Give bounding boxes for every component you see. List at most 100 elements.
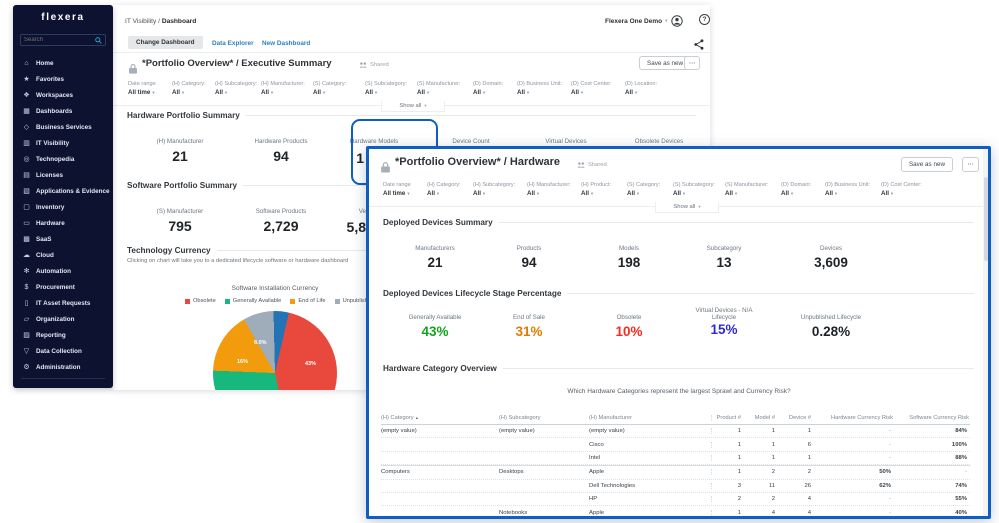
sidebar-item-automation[interactable]: ✻Automation — [13, 263, 113, 279]
overlay-filter-d-cost-center[interactable]: (D) Cost Center:All▾ — [881, 182, 922, 197]
chevron-down-icon: ▾ — [427, 91, 429, 96]
sidebar-item-label: IT Visibility — [36, 140, 69, 147]
col-product[interactable]: Product # — [711, 415, 749, 421]
sidebar-item-dashboards[interactable]: ▦Dashboards — [13, 103, 113, 119]
sidebar-item-home[interactable]: ⌂Home — [13, 55, 113, 71]
avatar[interactable] — [671, 14, 683, 32]
sidebar-item-label: Cloud — [36, 252, 54, 259]
chevron-down-icon: ▾ — [323, 91, 325, 96]
legend-end-of-life[interactable]: End of Life — [290, 298, 325, 304]
more-options-button[interactable]: ⋯ — [684, 56, 700, 70]
sidebar-item-workspaces[interactable]: ❖Workspaces — [13, 87, 113, 103]
col-device[interactable]: Device # — [783, 415, 819, 421]
sidebar-item-label: Technopedia — [36, 156, 74, 163]
change-dashboard-button[interactable]: Change Dashboard — [128, 36, 203, 49]
kpi-models: Models198 — [618, 245, 641, 270]
overlay-filter-h-subcategory[interactable]: (H) Subcategory:All▾ — [473, 182, 515, 197]
filter-h-category[interactable]: (H) Category:All▾ — [172, 81, 206, 96]
sidebar-item-saas[interactable]: ▩SaaS — [13, 231, 113, 247]
kpi-generally-available: Generally Available43% — [409, 314, 462, 339]
filter-s-category[interactable]: (S) Category:All▾ — [313, 81, 346, 96]
chart-title: Software Installation Currency — [173, 285, 377, 292]
breadcrumb-section[interactable]: IT Visibility — [125, 18, 156, 25]
sidebar-item-data-collection[interactable]: ▽Data Collection — [13, 343, 113, 359]
search-box[interactable] — [20, 34, 106, 46]
sidebar-item-it-visibility[interactable]: ▥IT Visibility — [13, 135, 113, 151]
filter-s-subcategory[interactable]: (S) Subcategory:All▾ — [365, 81, 407, 96]
overlay-filter-d-domain[interactable]: (D) Domain:All▾ — [781, 182, 811, 197]
filter-d-business-unit[interactable]: (D) Business Unit:All▾ — [517, 81, 562, 96]
sidebar-item-it-asset-requests[interactable]: ▯IT Asset Requests — [13, 295, 113, 311]
filter-h-manufacturer[interactable]: (H) Manufacturer:All▾ — [261, 81, 305, 96]
sidebar-item-administration[interactable]: ⚙Administration — [13, 359, 113, 375]
shared-people-icon — [577, 162, 585, 168]
sidebar-item-label: Workspaces — [36, 92, 73, 99]
filter-d-location[interactable]: (D) Location:All▾ — [625, 81, 657, 96]
filter-date-range[interactable]: Date rangeAll time▾ — [128, 81, 156, 96]
sidebar-item-favorites[interactable]: ★Favorites — [13, 71, 113, 87]
change-dashboard-label: Change Dashboard — [136, 39, 195, 46]
filter-h-subcategory[interactable]: (H) Subcategory:All▾ — [215, 81, 257, 96]
overlay-filter-s-manufacturer[interactable]: (S) Manufacturer:All▾ — [725, 182, 769, 197]
save-as-new-label: Save as new — [909, 161, 945, 168]
overlay-filter-h-product[interactable]: (H) Product:All▾ — [581, 182, 611, 197]
filter-d-cost-center[interactable]: (D) Cost Center:All▾ — [571, 81, 612, 96]
chevron-down-icon: ▾ — [791, 192, 793, 197]
data-explorer-link[interactable]: Data Explorer — [212, 40, 254, 47]
cloud-icon: ☁ — [22, 252, 31, 259]
filter-s-manufacturer[interactable]: (S) Manufacturer:All▾ — [417, 81, 461, 96]
overlay-filter-date-range[interactable]: Date rangeAll time▾ — [383, 182, 411, 197]
legend-obsolete[interactable]: Obsolete — [185, 298, 216, 304]
help-button[interactable]: ? — [699, 14, 710, 25]
sidebar-item-licenses[interactable]: ▤Licenses — [13, 167, 113, 183]
overlay-filter-d-business-unit[interactable]: (D) Business Unit:All▾ — [825, 182, 870, 197]
sidebar-item-organization[interactable]: ▱Organization — [13, 311, 113, 327]
new-dashboard-link[interactable]: New Dashboard — [262, 40, 310, 47]
software-installation-currency-pie[interactable]: 43% 16% 8.0% — [213, 311, 337, 390]
filter-d-domain[interactable]: (D) Domain:All▾ — [473, 81, 503, 96]
sidebar-item-inventory[interactable]: ▢Inventory — [13, 199, 113, 215]
table-row: ComputersDesktopsApple12250%- — [381, 465, 970, 479]
sidebar-item-procurement[interactable]: $Procurement — [13, 279, 113, 295]
table-row: Intel111-88% — [381, 452, 970, 465]
chevron-down-icon: ▾ — [152, 91, 154, 96]
chevron-down-icon: ▾ — [635, 91, 637, 96]
account-menu-label: Flexera One Demo — [605, 18, 662, 25]
sidebar-item-reporting[interactable]: ▨Reporting — [13, 327, 113, 343]
overlay-filter-h-category[interactable]: (H) Category:All▾ — [427, 182, 461, 197]
overlay-filter-s-category[interactable]: (S) Category:All▾ — [627, 182, 660, 197]
gear-icon: ⚙ — [22, 364, 31, 371]
overlay-show-all-button[interactable]: Show all ▾ — [655, 202, 719, 213]
col-sw-risk[interactable]: Software Currency Risk — [893, 415, 969, 421]
overlay-filter-h-manufacturer[interactable]: (H) Manufacturer:All▾ — [527, 182, 571, 197]
save-as-new-button[interactable]: Save as new — [901, 157, 953, 172]
overlay-scrollbar-thumb[interactable] — [984, 177, 988, 261]
col-hw-risk[interactable]: Hardware Currency Risk — [819, 415, 893, 421]
sidebar-item-business-services[interactable]: ◇Business Services — [13, 119, 113, 135]
inventory-icon: ▢ — [22, 204, 31, 211]
business-services-icon: ◇ — [22, 124, 31, 131]
account-menu[interactable]: Flexera One Demo ▾ — [605, 18, 667, 25]
more-options-button[interactable]: ⋯ — [962, 157, 979, 172]
kpi-virtual-devices: Virtual Devices — [545, 138, 586, 145]
pie-chart[interactable] — [213, 311, 337, 390]
col-model[interactable]: Model # — [749, 415, 783, 421]
kpi-subcategory: Subcategory13 — [707, 245, 742, 270]
sidebar-item-hardware[interactable]: ▭Hardware — [13, 215, 113, 231]
shared-label: Shared — [370, 62, 389, 68]
breadcrumb-separator: / — [158, 18, 160, 25]
saas-icon: ▩ — [22, 236, 31, 243]
overlay-scrollbar-track[interactable] — [983, 149, 988, 516]
sidebar-item-cloud[interactable]: ☁ Cloud — [13, 247, 113, 263]
sidebar-item-applications-evidence[interactable]: ▧Applications & Evidence — [13, 183, 113, 199]
search-input[interactable] — [24, 37, 95, 43]
legend-generally-available[interactable]: Generally Available — [225, 298, 282, 304]
col-h-category[interactable]: (H) Category ▲ — [381, 415, 499, 421]
sort-asc-icon: ▲ — [415, 416, 419, 420]
overlay-filter-s-subcategory[interactable]: (S) Subcategory:All▾ — [673, 182, 715, 197]
sidebar-item-label: Applications & Evidence — [36, 188, 109, 195]
col-h-subcategory[interactable]: (H) Subcategory — [499, 415, 589, 421]
table-row: (empty value)(empty value)(empty value)1… — [381, 425, 970, 438]
col-h-manufacturer[interactable]: (H) Manufacturer — [589, 415, 711, 421]
sidebar-item-technopedia[interactable]: ◎Technopedia — [13, 151, 113, 167]
